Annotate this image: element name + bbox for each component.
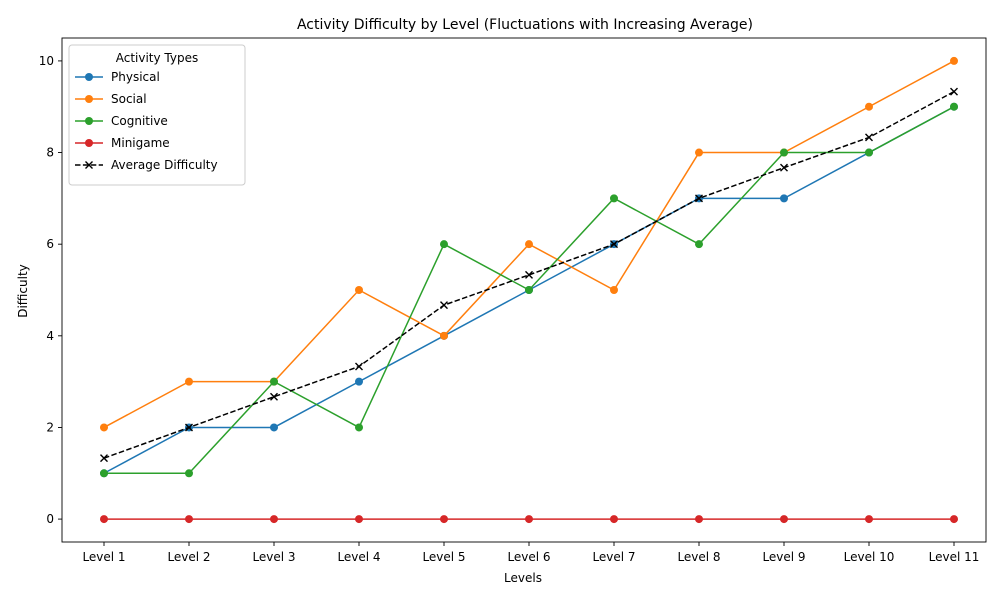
series-cognitive: [100, 102, 958, 478]
chart-title: Activity Difficulty by Level (Fluctuatio…: [297, 17, 753, 33]
data-point: [780, 194, 788, 203]
data-point: [610, 286, 618, 294]
plot-area: [100, 56, 958, 524]
data-point: [950, 56, 958, 65]
y-tick-label: 0: [46, 512, 54, 526]
data-point: [610, 515, 618, 524]
data-point: [865, 133, 873, 142]
data-point: [100, 423, 108, 432]
data-point: [440, 301, 448, 310]
y-tick-label: 2: [46, 420, 54, 434]
data-point: [440, 515, 448, 524]
x-tick-label: Level 5: [422, 550, 465, 564]
data-point: [355, 515, 363, 524]
data-point: [355, 362, 363, 371]
data-point: [355, 423, 363, 432]
legend-swatch-marker: [85, 95, 93, 103]
x-tick-label: Level 10: [844, 550, 895, 564]
x-tick-label: Level 1: [82, 550, 125, 564]
data-point: [185, 423, 193, 432]
data-point: [780, 148, 788, 157]
data-point: [865, 148, 873, 157]
y-tick-label: 8: [46, 146, 54, 160]
data-point: [695, 240, 703, 249]
data-point: [950, 87, 958, 96]
x-tick-label: Level 11: [929, 550, 980, 564]
data-point: [780, 163, 788, 172]
axes: Level 1 Level 2 Level 3 Level 4 Level 5 Level…: [39, 37, 987, 564]
legend-item: Average Difficulty: [75, 158, 218, 172]
x-tick-label: Level 2: [167, 550, 210, 564]
data-point: [695, 515, 703, 524]
legend-swatch-marker: [85, 161, 93, 169]
data-point: [185, 377, 193, 386]
data-point: [270, 377, 278, 386]
legend: Activity Types Physical Social Cognitive Min…: [68, 44, 246, 186]
y-tick-label: 4: [46, 329, 54, 343]
data-point: [525, 270, 533, 279]
data-point: [270, 392, 278, 401]
data-point: [865, 102, 873, 111]
data-point: [355, 377, 363, 386]
legend-label: Cognitive: [111, 114, 168, 128]
data-point: [525, 515, 533, 524]
data-point: [270, 423, 278, 432]
legend-item: Social: [75, 92, 147, 106]
x-tick-label: Level 9: [762, 550, 805, 564]
x-tick-label: Level 4: [337, 550, 380, 564]
legend-label: Physical: [111, 70, 160, 84]
legend-swatch-marker: [85, 139, 93, 147]
data-point: [525, 240, 533, 249]
data-point: [355, 286, 363, 294]
x-axis-label: Levels: [504, 571, 542, 585]
legend-item: Physical: [75, 70, 160, 84]
legend-label: Average Difficulty: [111, 158, 218, 172]
data-point: [100, 469, 108, 478]
data-point: [525, 286, 533, 294]
data-point: [610, 240, 618, 249]
data-point: [695, 194, 703, 203]
legend-swatch-marker: [85, 117, 93, 125]
data-point: [780, 515, 788, 524]
x-tick-label: Level 7: [592, 550, 635, 564]
series-minigame: [100, 515, 958, 524]
legend-item: Cognitive: [75, 114, 168, 128]
data-point: [440, 240, 448, 249]
data-point: [100, 454, 108, 463]
x-tick-label: Level 6: [507, 550, 550, 564]
series-average-difficulty: [100, 87, 958, 463]
legend-swatch-marker: [85, 73, 93, 81]
data-point: [950, 102, 958, 111]
y-tick-label: 10: [39, 54, 54, 68]
data-point: [865, 515, 873, 524]
data-point: [440, 331, 448, 340]
x-tick-label: Level 3: [252, 550, 295, 564]
series-line: [103, 90, 955, 459]
legend-label: Minigame: [111, 136, 170, 150]
axes-frame: [61, 37, 987, 543]
legend-item: Minigame: [75, 136, 170, 150]
x-tick-label: Level 8: [677, 550, 720, 564]
data-point: [185, 515, 193, 524]
data-point: [695, 148, 703, 157]
legend-label: Social: [111, 92, 147, 106]
legend-title: Activity Types: [116, 51, 199, 65]
data-point: [950, 515, 958, 524]
data-point: [100, 515, 108, 524]
y-axis-label: Difficulty: [16, 264, 30, 318]
data-point: [185, 469, 193, 478]
data-point: [270, 515, 278, 524]
y-tick-label: 6: [46, 237, 54, 251]
data-point: [610, 194, 618, 203]
legend-box: [68, 44, 246, 186]
